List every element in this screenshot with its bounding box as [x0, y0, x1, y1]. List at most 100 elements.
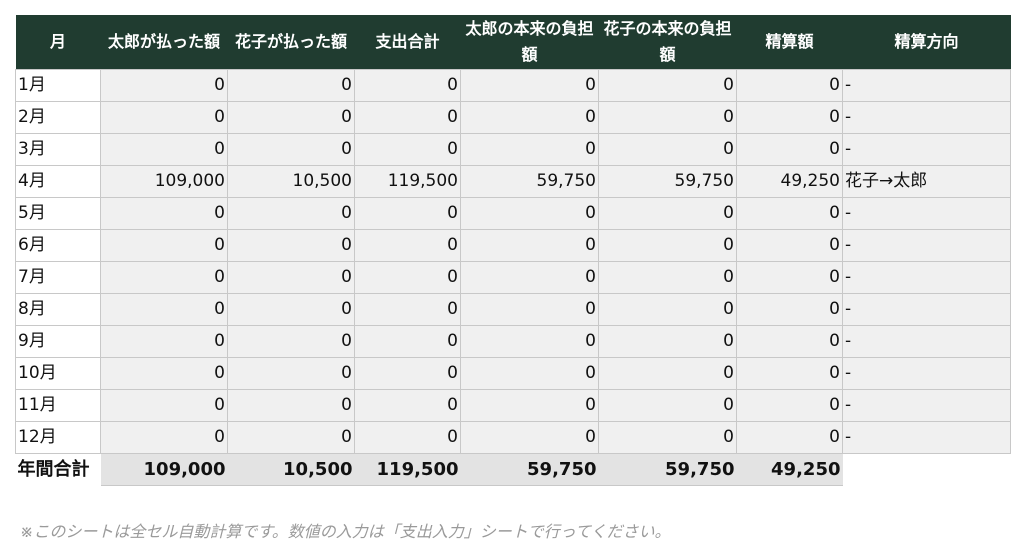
hanako-paid-cell[interactable]: 0	[227, 325, 355, 358]
hanako-share-cell[interactable]: 59,750	[598, 165, 737, 198]
month-cell[interactable]: 8月	[15, 293, 101, 326]
taro-share-cell[interactable]: 0	[460, 293, 599, 326]
settlement-amount-cell[interactable]: 0	[736, 293, 843, 326]
settlement-amount-cell[interactable]: 0	[736, 229, 843, 262]
taro-share-cell[interactable]: 0	[460, 197, 599, 230]
header-taro-share[interactable]: 太郎の本来の負担額	[460, 15, 599, 70]
settlement-amount-cell[interactable]: 0	[736, 421, 843, 454]
hanako-paid-cell[interactable]: 0	[227, 133, 355, 166]
month-cell[interactable]: 5月	[15, 197, 101, 230]
taro-paid-cell[interactable]: 0	[100, 261, 228, 294]
settlement-amount-cell[interactable]: 0	[736, 357, 843, 390]
month-cell[interactable]: 7月	[15, 261, 101, 294]
taro-paid-cell[interactable]: 0	[100, 357, 228, 390]
month-cell[interactable]: 4月	[15, 165, 101, 198]
taro-share-cell[interactable]: 0	[460, 357, 599, 390]
total-label[interactable]: 年間合計	[15, 453, 101, 486]
taro-paid-cell[interactable]: 0	[100, 293, 228, 326]
header-hanako-paid[interactable]: 花子が払った額	[227, 15, 355, 70]
expense-total-cell[interactable]: 0	[354, 197, 461, 230]
hanako-paid-cell[interactable]: 0	[227, 293, 355, 326]
settlement-direction-cell[interactable]: -	[842, 421, 1011, 454]
total-hanako-share[interactable]: 59,750	[598, 453, 737, 486]
settlement-amount-cell[interactable]: 0	[736, 261, 843, 294]
hanako-paid-cell[interactable]: 0	[227, 197, 355, 230]
hanako-share-cell[interactable]: 0	[598, 325, 737, 358]
settlement-amount-cell[interactable]: 49,250	[736, 165, 843, 198]
expense-total-cell[interactable]: 0	[354, 389, 461, 422]
expense-total-cell[interactable]: 0	[354, 421, 461, 454]
settlement-direction-cell[interactable]: -	[842, 357, 1011, 390]
hanako-paid-cell[interactable]: 0	[227, 389, 355, 422]
taro-paid-cell[interactable]: 0	[100, 69, 228, 102]
settlement-amount-cell[interactable]: 0	[736, 133, 843, 166]
hanako-share-cell[interactable]: 0	[598, 133, 737, 166]
expense-total-cell[interactable]: 0	[354, 261, 461, 294]
settlement-amount-cell[interactable]: 0	[736, 197, 843, 230]
expense-total-cell[interactable]: 0	[354, 229, 461, 262]
taro-share-cell[interactable]: 0	[460, 261, 599, 294]
taro-paid-cell[interactable]: 0	[100, 421, 228, 454]
header-hanako-share[interactable]: 花子の本来の負担額	[598, 15, 737, 70]
expense-total-cell[interactable]: 0	[354, 357, 461, 390]
hanako-paid-cell[interactable]: 0	[227, 421, 355, 454]
settlement-amount-cell[interactable]: 0	[736, 325, 843, 358]
expense-total-cell[interactable]: 0	[354, 69, 461, 102]
taro-paid-cell[interactable]: 0	[100, 389, 228, 422]
hanako-share-cell[interactable]: 0	[598, 421, 737, 454]
taro-share-cell[interactable]: 0	[460, 229, 599, 262]
header-expense-total[interactable]: 支出合計	[354, 15, 461, 70]
hanako-paid-cell[interactable]: 0	[227, 101, 355, 134]
header-settlement-direction[interactable]: 精算方向	[842, 15, 1011, 70]
total-settlement[interactable]: 49,250	[736, 453, 843, 486]
settlement-direction-cell[interactable]: -	[842, 261, 1011, 294]
hanako-share-cell[interactable]: 0	[598, 197, 737, 230]
month-cell[interactable]: 6月	[15, 229, 101, 262]
settlement-direction-cell[interactable]: -	[842, 293, 1011, 326]
month-cell[interactable]: 9月	[15, 325, 101, 358]
expense-total-cell[interactable]: 0	[354, 133, 461, 166]
taro-share-cell[interactable]: 0	[460, 421, 599, 454]
hanako-share-cell[interactable]: 0	[598, 101, 737, 134]
settlement-amount-cell[interactable]: 0	[736, 69, 843, 102]
hanako-share-cell[interactable]: 0	[598, 69, 737, 102]
settlement-direction-cell[interactable]: -	[842, 101, 1011, 134]
taro-share-cell[interactable]: 59,750	[460, 165, 599, 198]
taro-share-cell[interactable]: 0	[460, 69, 599, 102]
settlement-direction-cell[interactable]: -	[842, 229, 1011, 262]
taro-share-cell[interactable]: 0	[460, 389, 599, 422]
taro-paid-cell[interactable]: 0	[100, 197, 228, 230]
header-month[interactable]: 月	[15, 15, 101, 70]
month-cell[interactable]: 11月	[15, 389, 101, 422]
taro-paid-cell[interactable]: 0	[100, 325, 228, 358]
hanako-share-cell[interactable]: 0	[598, 357, 737, 390]
expense-total-cell[interactable]: 0	[354, 325, 461, 358]
taro-paid-cell[interactable]: 0	[100, 229, 228, 262]
hanako-share-cell[interactable]: 0	[598, 389, 737, 422]
month-cell[interactable]: 12月	[15, 421, 101, 454]
taro-share-cell[interactable]: 0	[460, 101, 599, 134]
total-direction-empty[interactable]	[842, 453, 1011, 486]
hanako-paid-cell[interactable]: 0	[227, 357, 355, 390]
month-cell[interactable]: 3月	[15, 133, 101, 166]
hanako-share-cell[interactable]: 0	[598, 293, 737, 326]
settlement-direction-cell[interactable]: -	[842, 325, 1011, 358]
settlement-direction-cell[interactable]: -	[842, 389, 1011, 422]
settlement-direction-cell[interactable]: -	[842, 197, 1011, 230]
total-taro-share[interactable]: 59,750	[460, 453, 599, 486]
total-expense[interactable]: 119,500	[354, 453, 461, 486]
taro-paid-cell[interactable]: 0	[100, 133, 228, 166]
header-taro-paid[interactable]: 太郎が払った額	[100, 15, 228, 70]
settlement-direction-cell[interactable]: -	[842, 133, 1011, 166]
total-taro-paid[interactable]: 109,000	[100, 453, 228, 486]
expense-total-cell[interactable]: 0	[354, 293, 461, 326]
header-settlement-amount[interactable]: 精算額	[736, 15, 843, 70]
settlement-amount-cell[interactable]: 0	[736, 389, 843, 422]
total-hanako-paid[interactable]: 10,500	[227, 453, 355, 486]
settlement-direction-cell[interactable]: 花子→太郎	[842, 165, 1011, 198]
hanako-paid-cell[interactable]: 0	[227, 69, 355, 102]
taro-paid-cell[interactable]: 109,000	[100, 165, 228, 198]
hanako-paid-cell[interactable]: 0	[227, 229, 355, 262]
hanako-share-cell[interactable]: 0	[598, 229, 737, 262]
expense-total-cell[interactable]: 119,500	[354, 165, 461, 198]
